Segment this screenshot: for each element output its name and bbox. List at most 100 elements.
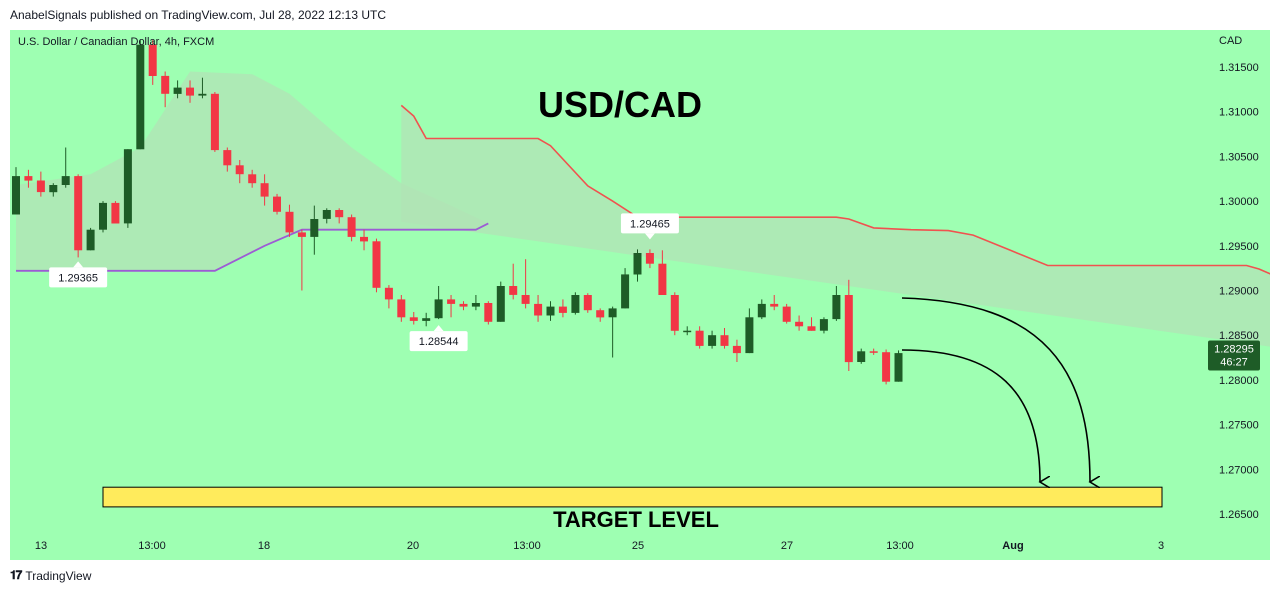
candles-group [12,40,903,385]
candle[interactable] [459,301,468,311]
candle-body [484,303,493,322]
candle[interactable] [596,308,605,322]
candle[interactable] [223,147,232,172]
candle[interactable] [795,315,804,331]
candle[interactable] [670,292,679,336]
price-tick-label: 1.26500 [1219,509,1259,521]
candle[interactable] [708,330,717,349]
time-axis[interactable]: 13 13:00 18 20 13:00 25 27 13:00 Aug 3 [35,540,1164,552]
candle[interactable] [534,295,543,322]
price-tick-label: 1.30500 [1219,151,1259,163]
price-tick-label: 1.27000 [1219,464,1259,476]
candle[interactable] [198,77,207,99]
candle[interactable] [248,169,257,188]
candle[interactable] [484,301,493,325]
candle[interactable] [645,249,654,269]
chart-pane[interactable]: U.S. Dollar / Canadian Dollar, 4h, FXCM … [10,30,1280,560]
candle[interactable] [74,174,83,258]
candle-body [36,180,45,193]
currency-label: CAD [1219,35,1242,47]
candle[interactable] [894,350,903,382]
candle[interactable] [558,299,567,318]
candle[interactable] [86,227,95,251]
candle[interactable] [235,160,244,184]
candle[interactable] [471,295,480,311]
candle[interactable] [99,201,107,233]
candle[interactable] [260,174,269,206]
candle[interactable] [322,208,331,224]
candle-body [186,87,194,96]
footer: 𝟏𝟕 TradingView [10,568,91,583]
candle[interactable] [882,349,891,385]
candle[interactable] [384,285,393,309]
candle[interactable] [720,328,729,349]
candle[interactable] [546,301,555,321]
price-tick-label: 1.28000 [1219,375,1259,387]
candle[interactable] [869,348,878,355]
candle-body [12,176,20,215]
candle[interactable] [757,299,766,320]
candle-body [608,308,617,318]
candle[interactable] [61,147,70,188]
candle[interactable] [658,250,667,295]
candle[interactable] [397,295,406,322]
candle-body [198,93,207,96]
price-tag-value: 1.28295 [1214,344,1254,356]
target-level-box [102,486,1163,508]
candle[interactable] [111,201,120,224]
candle[interactable] [173,80,182,99]
candle[interactable] [745,308,754,354]
candle[interactable] [210,92,219,152]
candle[interactable] [608,306,617,358]
candle[interactable] [521,259,530,309]
candle[interactable] [770,295,779,311]
candle[interactable] [285,204,294,237]
candle-body [770,303,779,307]
candle[interactable] [24,169,33,188]
candle[interactable] [807,317,816,331]
candle-body [844,295,853,363]
candle[interactable] [360,229,368,251]
candle[interactable] [496,281,505,322]
candle[interactable] [621,268,630,309]
price-callout-box [620,213,679,234]
candle[interactable] [571,292,580,315]
candle-body [645,253,654,264]
candle[interactable] [310,205,319,255]
candlestick-chart[interactable]: U.S. Dollar / Canadian Dollar, 4h, FXCM … [10,30,1280,560]
chart-title: USD/CAD [538,84,702,125]
candle[interactable] [819,317,828,334]
candle[interactable] [732,339,741,362]
price-axis[interactable]: 1.31500 1.31000 1.30500 1.30000 1.29500 1.290… [1219,62,1259,521]
candle-body [471,303,480,307]
candle-body [546,306,555,316]
candle[interactable] [347,214,356,242]
candle[interactable] [409,312,418,325]
candle[interactable] [434,286,443,320]
candle[interactable] [161,71,170,108]
candle[interactable] [857,348,866,364]
candle[interactable] [372,238,381,293]
candle[interactable] [844,279,853,371]
candle[interactable] [422,312,431,327]
candle[interactable] [583,293,592,313]
candle[interactable] [12,167,20,215]
candle[interactable] [136,40,145,150]
candle[interactable] [273,193,281,215]
price-tick-label: 1.29000 [1219,286,1259,298]
candle[interactable] [36,171,45,197]
candle[interactable] [509,263,518,300]
candle[interactable] [695,326,704,349]
candle[interactable] [633,249,642,282]
candle[interactable] [148,40,157,85]
candle[interactable] [832,286,841,321]
candle[interactable] [447,295,456,318]
candle[interactable] [683,326,692,336]
candle[interactable] [186,80,194,103]
candle[interactable] [782,303,791,324]
price-tick-label: 1.29500 [1219,241,1259,253]
candle[interactable] [49,183,58,197]
candle[interactable] [123,149,132,228]
candle[interactable] [335,208,344,224]
candle[interactable] [297,229,306,291]
